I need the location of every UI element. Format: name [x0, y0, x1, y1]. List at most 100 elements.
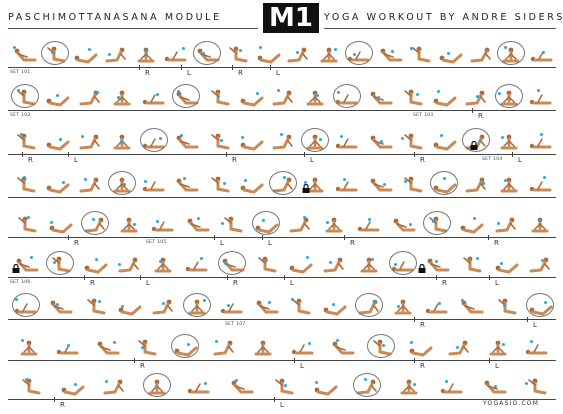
- yoga-pose-figure-icon: [150, 215, 176, 239]
- circled-pose-icon: [354, 293, 383, 317]
- breath-dot-icon: [343, 178, 347, 181]
- circled-pose-icon: [366, 334, 395, 358]
- yoga-pose-figure-icon: [496, 132, 522, 156]
- breath-dot-icon: [267, 301, 271, 304]
- breath-dot-icon: [56, 94, 60, 97]
- breath-dot-icon: [447, 52, 451, 55]
- yoga-pose-figure-icon: [109, 132, 135, 156]
- yoga-pose-figure-icon: [77, 132, 103, 156]
- yoga-pose-figure-icon: [390, 297, 416, 321]
- breath-dot-icon: [203, 382, 207, 385]
- side-mark-left: L: [276, 69, 280, 77]
- side-mark-right: R: [74, 239, 79, 247]
- yoga-pose-figure-icon: [206, 132, 232, 156]
- breath-dot-icon: [27, 216, 31, 219]
- yoga-pose-figure-icon: [431, 88, 457, 112]
- side-divider-tick: [284, 275, 285, 280]
- breath-dot-icon: [94, 258, 98, 261]
- yoga-pose-figure-icon: [399, 132, 425, 156]
- side-divider-tick: [84, 275, 85, 280]
- breath-dot-icon: [503, 179, 507, 182]
- side-divider-tick: [54, 397, 55, 402]
- breath-dot-icon: [255, 92, 259, 95]
- yoga-pose-figure-icon: [224, 45, 250, 69]
- circled-pose-icon: [525, 293, 554, 317]
- breath-dot-icon: [496, 222, 500, 225]
- circled-pose-icon: [107, 171, 136, 195]
- side-divider-tick: [294, 358, 295, 363]
- breath-dot-icon: [335, 339, 339, 342]
- breath-dot-icon: [440, 134, 444, 137]
- side-divider-tick: [304, 152, 305, 157]
- circled-pose-icon: [388, 251, 417, 275]
- yoga-pose-figure-icon: [270, 132, 296, 156]
- breath-dot-icon: [284, 384, 287, 387]
- breath-dot-icon: [50, 221, 54, 224]
- breath-dot-icon: [307, 342, 311, 345]
- breath-dot-icon: [200, 257, 204, 260]
- yoga-pose-figure-icon: [523, 377, 549, 401]
- circled-pose-icon: [462, 128, 491, 152]
- yoga-pose-figure-icon: [367, 175, 393, 199]
- lock-icon: [12, 264, 20, 273]
- yoga-pose-figure-icon: [463, 175, 489, 199]
- row-baseline: [8, 110, 556, 111]
- yoga-pose-figure-icon: [458, 297, 484, 321]
- yoga-pose-figure-icon: [458, 215, 484, 239]
- breath-dot-icon: [502, 343, 506, 346]
- yoga-pose-figure-icon: [437, 45, 463, 69]
- side-divider-tick: [344, 235, 345, 240]
- breath-dot-icon: [499, 262, 503, 265]
- yoga-pose-figure-icon: [321, 215, 347, 239]
- yoga-pose-figure-icon: [528, 175, 554, 199]
- breath-dot-icon: [258, 46, 262, 49]
- yoga-pose-figure-icon: [238, 88, 264, 112]
- breath-dot-icon: [243, 179, 247, 182]
- yoga-pose-figure-icon: [312, 377, 338, 401]
- yoga-pose-figure-icon: [55, 338, 81, 362]
- circled-pose-icon: [353, 373, 382, 397]
- side-mark-left: L: [187, 69, 191, 77]
- yoga-pose-figure-icon: [302, 175, 328, 199]
- breath-dot-icon: [156, 220, 160, 223]
- yoga-pose-figure-icon: [377, 45, 403, 69]
- circled-pose-icon: [171, 334, 200, 358]
- yoga-pose-figure-icon: [424, 297, 450, 321]
- circled-pose-icon: [345, 41, 374, 65]
- yoga-pose-figure-icon: [44, 88, 70, 112]
- yoga-pose-figure-icon: [150, 255, 176, 279]
- yoga-pose-figure-icon: [82, 255, 108, 279]
- yoga-pose-figure-icon: [468, 45, 494, 69]
- breath-dot-icon: [306, 256, 310, 259]
- yoga-pose-figure-icon: [270, 88, 296, 112]
- breath-dot-icon: [537, 219, 541, 222]
- yoga-pose-figure-icon: [496, 175, 522, 199]
- circled-pose-icon: [183, 293, 212, 317]
- side-mark-right: R: [478, 112, 483, 120]
- breath-dot-icon: [141, 346, 144, 349]
- yoga-pose-figure-icon: [287, 255, 313, 279]
- yoga-pose-figure-icon: [186, 377, 212, 401]
- breath-dot-icon: [234, 379, 238, 382]
- yoga-pose-figure-icon: [407, 338, 433, 362]
- side-divider-tick: [227, 275, 228, 280]
- breath-dot-icon: [182, 47, 186, 50]
- yoga-pose-figure-icon: [329, 338, 355, 362]
- row-baseline: [8, 399, 556, 400]
- breath-dot-icon: [25, 378, 29, 381]
- site-footer[interactable]: YOGASIO.COM: [483, 400, 540, 407]
- breath-dot-icon: [379, 140, 383, 143]
- breath-dot-icon: [367, 218, 371, 221]
- side-mark-left: L: [300, 362, 304, 370]
- breath-dot-icon: [410, 341, 413, 344]
- breath-dot-icon: [132, 223, 136, 226]
- breath-dot-icon: [476, 257, 480, 260]
- row-baseline: [8, 319, 556, 320]
- side-divider-tick: [414, 152, 415, 157]
- yoga-pose-figure-icon: [493, 297, 519, 321]
- yoga-pose-figure-icon: [493, 215, 519, 239]
- side-divider-tick: [274, 397, 275, 402]
- yoga-pose-figure-icon: [253, 297, 279, 321]
- breath-dot-icon: [482, 182, 486, 185]
- yoga-pose-figure-icon: [47, 297, 73, 321]
